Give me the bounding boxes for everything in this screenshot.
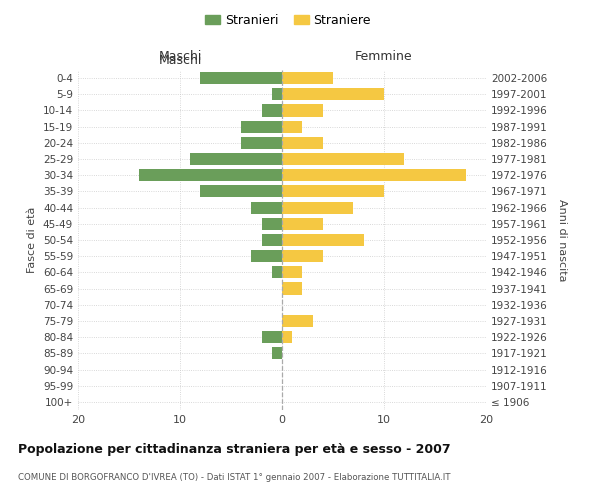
- Bar: [282, 315, 313, 327]
- Bar: [282, 234, 364, 246]
- Bar: [251, 250, 282, 262]
- Bar: [282, 88, 384, 101]
- Bar: [251, 202, 282, 213]
- Y-axis label: Fasce di età: Fasce di età: [28, 207, 37, 273]
- Text: Popolazione per cittadinanza straniera per età e sesso - 2007: Popolazione per cittadinanza straniera p…: [18, 442, 451, 456]
- Bar: [200, 72, 282, 84]
- Bar: [272, 348, 282, 360]
- Bar: [272, 88, 282, 101]
- Bar: [200, 186, 282, 198]
- Bar: [190, 153, 282, 165]
- Y-axis label: Anni di nascita: Anni di nascita: [557, 198, 567, 281]
- Bar: [282, 153, 404, 165]
- Bar: [282, 186, 384, 198]
- Bar: [282, 250, 323, 262]
- Bar: [282, 120, 302, 132]
- Bar: [282, 72, 333, 84]
- Bar: [262, 104, 282, 117]
- Bar: [282, 266, 302, 278]
- Bar: [241, 120, 282, 132]
- Text: Femmine: Femmine: [355, 50, 413, 63]
- Bar: [282, 104, 323, 117]
- Legend: Stranieri, Straniere: Stranieri, Straniere: [200, 8, 376, 32]
- Bar: [262, 234, 282, 246]
- Bar: [282, 331, 292, 343]
- Bar: [262, 218, 282, 230]
- Bar: [282, 202, 353, 213]
- Bar: [241, 137, 282, 149]
- Bar: [272, 266, 282, 278]
- Bar: [282, 218, 323, 230]
- Bar: [282, 137, 323, 149]
- Bar: [262, 331, 282, 343]
- Text: Maschi: Maschi: [158, 54, 202, 66]
- Text: COMUNE DI BORGOFRANCO D'IVREA (TO) - Dati ISTAT 1° gennaio 2007 - Elaborazione T: COMUNE DI BORGOFRANCO D'IVREA (TO) - Dat…: [18, 472, 451, 482]
- Bar: [282, 169, 466, 181]
- Text: Maschi: Maschi: [158, 50, 202, 63]
- Bar: [139, 169, 282, 181]
- Bar: [282, 282, 302, 294]
